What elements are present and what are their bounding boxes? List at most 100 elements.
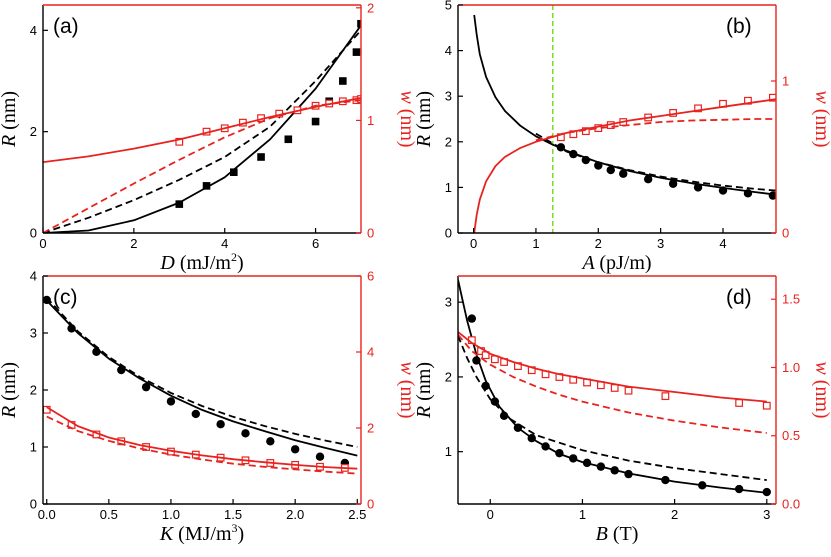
y-right-tick-label: 0.5: [782, 428, 800, 443]
panel-label: (b): [726, 15, 752, 38]
r-model-solid-line: [46, 299, 358, 457]
r-simulation-point: [339, 77, 347, 85]
y-left-tick-label: 1: [445, 180, 452, 195]
series-group: [473, 14, 776, 233]
w-model-dashed-line: [458, 334, 767, 434]
x-tick-label: 6: [312, 236, 319, 251]
y-left-tick-label: 0: [445, 226, 452, 241]
x-axis-label: D (mJ/m2): [159, 250, 243, 274]
y-left-axis-label: R (nm): [0, 362, 20, 419]
x-tick-label: 0: [487, 507, 494, 522]
r-simulation-point: [191, 409, 200, 419]
w-simulation-point: [175, 137, 184, 146]
x-tick-label: 0.5: [100, 507, 118, 522]
w-model-dashed-line: [46, 415, 358, 475]
w-simulation-point: [762, 401, 771, 410]
r-model-dashed-line: [46, 297, 358, 448]
panel-d: 0 1 2 3 1 2 3 0.0 0.5 1.0 1.5 (d) B (T) R (nm) w (nm): [413, 275, 831, 545]
w-simulation-point: [694, 104, 702, 113]
series-group: [458, 279, 771, 497]
r-model-dashed-line: [535, 132, 776, 192]
panel-label: (d): [726, 286, 752, 309]
r-simulation-point: [606, 165, 615, 175]
y-left-tick-label: 3: [445, 295, 452, 310]
series-group: [43, 295, 358, 475]
w-simulation-point: [610, 384, 619, 392]
y-right-tick-label: 1.5: [782, 292, 800, 307]
y-right-tick-label: 2: [367, 0, 374, 15]
y-left-tick-label: 3: [445, 89, 452, 104]
w-model-dashed-line: [43, 99, 361, 233]
x-tick-label: 2: [671, 507, 678, 522]
x-tick-label: 1: [532, 236, 539, 251]
w-model-solid-line: [458, 331, 767, 403]
r-simulation-point: [175, 200, 184, 208]
r-simulation-point: [668, 179, 678, 188]
r-simulation-point: [357, 19, 361, 28]
y-right-tick-label: 1: [782, 74, 789, 89]
y-left-tick-label: 2: [445, 134, 452, 149]
y-left-axis-label: R (nm): [413, 362, 435, 419]
r-simulation-point: [230, 168, 238, 176]
panel-b: 0 1 2 3 4 0 1 2 3 4 5 0 1 (b) A (pJ/m) R (nm) w (nm): [413, 0, 831, 274]
y-left-tick-label: 0: [30, 226, 37, 241]
panel-label: (c): [53, 286, 78, 309]
r-model-solid-line: [43, 24, 361, 233]
y-right-tick-label: 0.0: [782, 497, 800, 512]
w-simulation-point: [768, 93, 776, 102]
r-simulation-point: [257, 153, 265, 161]
x-tick-label: 3: [763, 507, 770, 522]
y-left-tick-label: 0: [30, 497, 37, 512]
y-left-tick-label: 2: [30, 124, 37, 139]
r-model-dashed-line: [458, 335, 767, 481]
r-simulation-point: [619, 169, 628, 178]
x-tick-label: 1.5: [224, 507, 242, 522]
y-right-tick-label: 0: [367, 226, 374, 241]
x-tick-label: 0.0: [38, 507, 56, 522]
x-tick-label: 1: [579, 507, 586, 522]
r-simulation-point: [311, 117, 320, 126]
x-axis-label: K (MJ/m3): [159, 521, 244, 545]
x-tick-label: 1.0: [162, 507, 180, 522]
x-tick-label: 3: [657, 236, 664, 251]
y-right-tick-label: 0: [782, 226, 789, 241]
x-tick-label: 4: [719, 236, 726, 251]
w-model-solid-line: [43, 97, 361, 163]
y-right-tick-label: 6: [367, 269, 374, 284]
r-simulation-point: [315, 452, 325, 461]
w-simulation-point: [735, 399, 744, 407]
x-tick-label: 2: [130, 236, 137, 251]
r-simulation-point: [643, 174, 653, 184]
y-left-axis-label: R (nm): [413, 91, 435, 148]
y-left-tick-label: 1: [445, 444, 452, 459]
r-simulation-point: [284, 135, 293, 144]
x-axis-label: B (T): [596, 523, 639, 545]
series-group: [43, 19, 361, 233]
r-simulation-point: [216, 420, 225, 429]
x-tick-label: 2.0: [286, 507, 304, 522]
x-tick-label: 0: [470, 236, 477, 251]
r-simulation-point: [141, 382, 151, 392]
y-left-tick-label: 4: [30, 23, 37, 38]
y-left-tick-label: 4: [30, 269, 37, 284]
x-tick-label: 0: [39, 236, 46, 251]
w-simulation-point: [624, 386, 633, 395]
panel-a: 0 2 4 6 0 2 4 0 1 2 (a) D (mJ/m2) R (nm) w (nm): [0, 0, 418, 274]
w-model-solid-line: [46, 406, 358, 470]
r-simulation-point: [202, 182, 211, 190]
x-tick-label: 4: [221, 236, 228, 251]
y-right-axis-label: w (nm): [811, 90, 831, 147]
y-right-axis-label: w (nm): [811, 361, 831, 418]
y-left-tick-label: 2: [445, 369, 452, 384]
x-axis-label: A (pJ/m): [580, 252, 651, 274]
y-left-axis-label: R (nm): [0, 91, 20, 148]
r-model-dashed-line: [43, 29, 361, 233]
r-simulation-point: [467, 314, 477, 323]
w-simulation-point: [661, 392, 670, 401]
y-right-axis-label: w (nm): [396, 90, 418, 147]
x-tick-label: 2.5: [348, 507, 366, 522]
x-tick-label: 2: [595, 236, 602, 251]
y-left-tick-label: 4: [445, 43, 452, 58]
